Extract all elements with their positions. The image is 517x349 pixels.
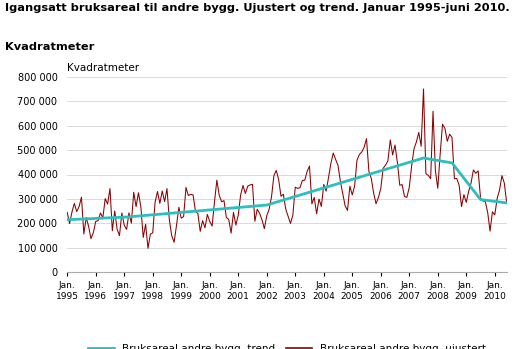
- Legend: Bruksareal andre bygg, trend, Bruksareal andre bygg, ujustert: Bruksareal andre bygg, trend, Bruksareal…: [84, 340, 490, 349]
- Text: Kvadratmeter: Kvadratmeter: [67, 63, 140, 73]
- Text: Kvadratmeter: Kvadratmeter: [5, 42, 95, 52]
- Text: Igangsatt bruksareal til andre bygg. Ujustert og trend. Januar 1995-juni 2010.: Igangsatt bruksareal til andre bygg. Uju…: [5, 3, 510, 14]
